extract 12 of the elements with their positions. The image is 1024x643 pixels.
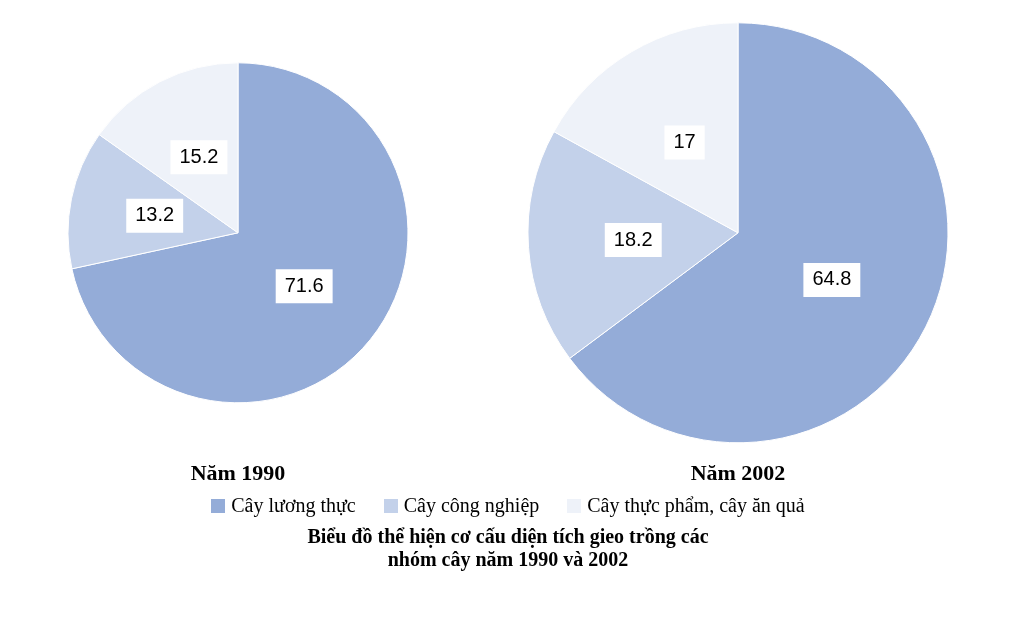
legend-label: Cây lương thực: [231, 494, 356, 517]
data-label: 64.8: [812, 267, 852, 290]
text: Biểu đồ thể hiện cơ cấu diện tích gieo trồng các nhóm cây năm 1990 và 2002: [306, 525, 710, 571]
data-label: 71.6: [284, 273, 324, 296]
text: Năm 1990: [190, 460, 286, 486]
data-label: 18.2: [613, 227, 653, 250]
data-label: 15.2: [179, 144, 219, 167]
text: Năm 2002: [690, 460, 786, 486]
data-label: 17: [673, 129, 696, 152]
legend-label: Cây công nghiệp: [403, 494, 540, 517]
data-label: 13.2: [135, 203, 175, 226]
legend-label: Cây thực phẩm, cây ăn quả: [587, 494, 805, 517]
